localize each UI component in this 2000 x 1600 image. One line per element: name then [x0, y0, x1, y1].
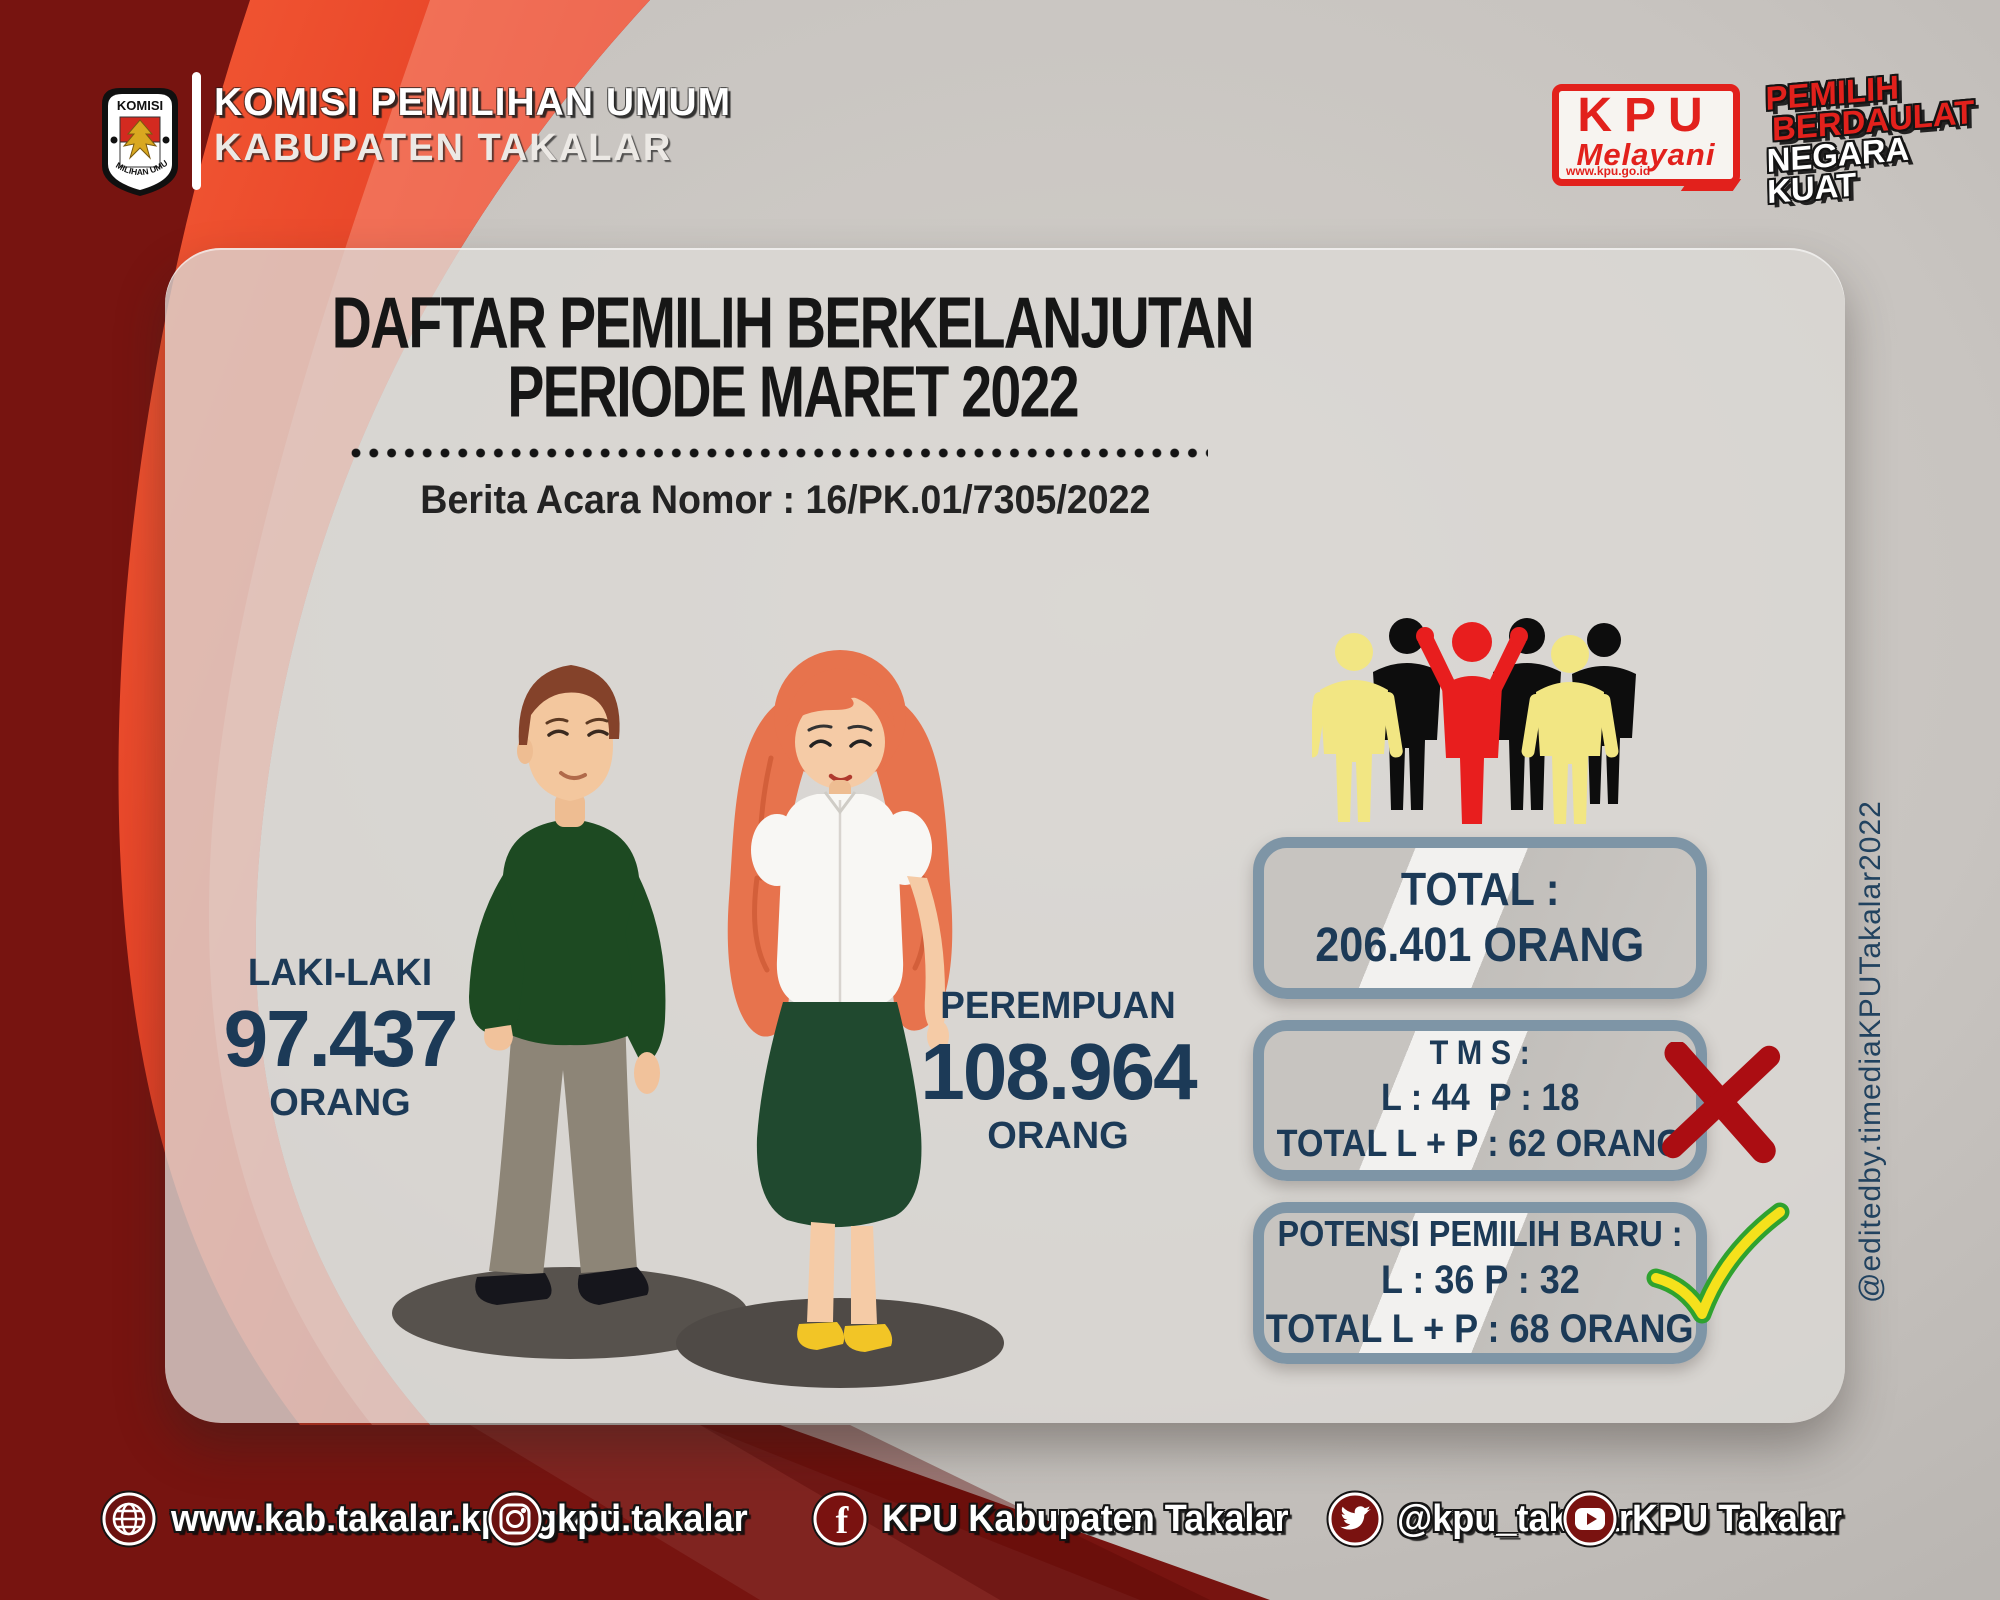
globe-icon	[100, 1490, 158, 1548]
poster-title: DAFTAR PEMILIH BERKELANJUTAN PERIODE MAR…	[170, 281, 1415, 432]
dotted-divider	[350, 447, 1208, 460]
org-title: KOMISI PEMILIHAN UMUM KABUPATEN TAKALAR	[214, 80, 731, 171]
title-line2: PERIODE MARET 2022	[507, 349, 1079, 432]
total-label: TOTAL :	[1400, 862, 1560, 915]
female-unit: ORANG	[987, 1115, 1129, 1158]
male-value: 97.437	[223, 993, 459, 1083]
youtube-icon	[1561, 1490, 1619, 1548]
footer-facebook: f KPU Kabupaten Takalar	[811, 1486, 1310, 1552]
yellow-person-icon-right	[1521, 635, 1619, 824]
tms-label: T M S :	[1429, 1034, 1531, 1073]
potensi-lp-values: L : 36 P : 32	[1380, 1258, 1580, 1303]
male-stat-block: LAKI-LAKI 97.437 ORANG	[172, 952, 508, 1126]
female-value: 108.964	[920, 1026, 1197, 1116]
twitter-icon	[1326, 1490, 1384, 1548]
total-value: 206.401 ORANG	[1315, 918, 1645, 972]
red-person-icon	[1416, 622, 1528, 824]
youtube-label: KPU Takalar	[1632, 1497, 1843, 1540]
potensi-total: TOTAL L + P : 68 ORANG	[1266, 1306, 1694, 1351]
melayani-url: www.kpu.go.id	[1566, 164, 1651, 178]
berita-acara-subtitle: Berita Acara Nomor : 16/PK.01/7305/2022	[419, 478, 1151, 522]
org-line1: KOMISI PEMILIHAN UMUM	[214, 81, 732, 124]
kpu-melayani-badge: KPU Melayani www.kpu.go.id	[1552, 84, 1742, 191]
red-x-icon	[1662, 1042, 1781, 1164]
title-line1: DAFTAR PEMILIH BERKELANJUTAN	[331, 281, 1255, 363]
tms-lp-values: L : 44 P : 18	[1380, 1076, 1580, 1119]
melayani-kpu-text: KPU	[1577, 89, 1715, 142]
yellow-person-icon-left	[1312, 633, 1403, 822]
org-line2: KABUPATEN TAKALAR	[214, 127, 673, 170]
instagram-icon	[486, 1490, 544, 1548]
kpu-shield-logo: KOMISI PEMILIHAN UMUM	[92, 84, 178, 196]
potensi-label: POTENSI PEMILIH BARU :	[1277, 1213, 1683, 1255]
melayani-text: Melayani	[1576, 136, 1716, 172]
instagram-label: kpu.takalar	[557, 1497, 748, 1540]
footer-youtube: KPU Takalar	[1561, 1486, 1853, 1552]
footer-website: www.kab.takalar.kpu.go.id	[100, 1486, 645, 1552]
header-divider-bar	[192, 72, 201, 190]
logo-komisi-text: KOMISI	[117, 98, 163, 113]
tagline-block: PEMILIH BERDAULAT NEGARA KUAT	[1765, 65, 1975, 210]
male-unit: ORANG	[269, 1082, 411, 1125]
female-stat-block: PEREMPUAN 108.964 ORANG	[868, 985, 1248, 1159]
website-label: www.kab.takalar.kpu.go.id	[171, 1497, 622, 1540]
male-label: LAKI-LAKI	[247, 952, 433, 994]
tms-total: TOTAL L + P : 62 ORANG	[1276, 1123, 1684, 1166]
female-label: PEREMPUAN	[940, 985, 1176, 1027]
editor-watermark: @editedby.timediaKPUTakalar2022	[1854, 800, 1887, 1304]
potensi-box: POTENSI PEMILIH BARU : L : 36 P : 32 TOT…	[1253, 1202, 1707, 1364]
total-box: TOTAL : 206.401 ORANG	[1253, 837, 1707, 999]
man-illustration	[392, 665, 748, 1359]
melayani-corner-tab	[1680, 179, 1742, 191]
crowd-pictogram	[1312, 618, 1636, 824]
facebook-icon: f	[811, 1490, 869, 1548]
svg-text:f: f	[836, 1500, 850, 1542]
footer-instagram: kpu.takalar	[486, 1486, 758, 1552]
woman-illustration	[676, 650, 1004, 1388]
facebook-label: KPU Kabupaten Takalar	[882, 1497, 1289, 1540]
tms-box: T M S : L : 44 P : 18 TOTAL L + P : 62 O…	[1253, 1020, 1707, 1181]
green-check-icon	[1646, 1202, 1790, 1324]
